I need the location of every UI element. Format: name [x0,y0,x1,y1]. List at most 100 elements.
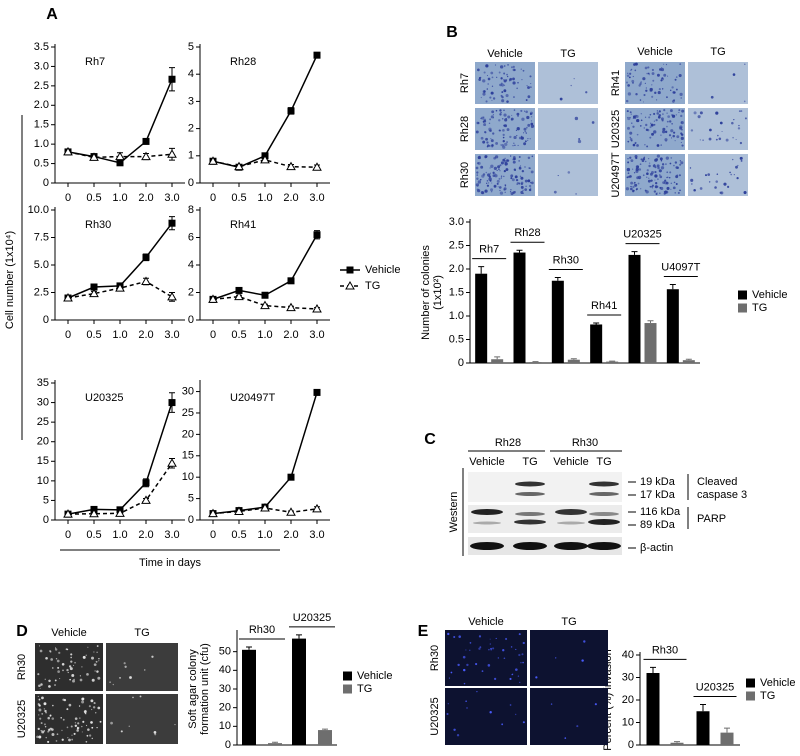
image-speck [97,706,101,710]
image-speck [503,84,506,86]
image-speck [61,738,64,741]
image [445,630,527,686]
legend-label: TG [365,280,380,292]
image-speck [497,165,501,169]
category-label: U20325 [623,229,662,241]
image-speck [476,162,480,165]
image-speck [642,174,645,177]
image-speck [88,734,92,737]
row-label: Rh30 [16,654,28,680]
data-point [260,300,270,310]
image-speck [633,63,636,66]
image-speck [629,72,632,75]
image-speck [493,677,497,680]
panel-letter: E [418,623,429,640]
image-speck [656,112,659,115]
lane-label: TG [596,456,611,468]
y-tick-label: 2.0 [34,99,49,111]
category-label: Rh30 [553,254,579,266]
image-speck [81,731,83,733]
image-speck [92,706,96,709]
image-speck [675,166,679,170]
x-tick-label: 2.0 [283,192,298,204]
image-speck [646,172,649,175]
image-speck [727,185,730,188]
image-speck [485,171,488,174]
image-speck [95,712,97,714]
image-speck [627,72,629,74]
image-speck [484,189,488,193]
legend-swatch [343,684,352,694]
image-speck [112,683,115,686]
image-speck [488,122,491,125]
image-speck [62,669,64,672]
image-speck [514,169,516,172]
image-speck [730,173,732,176]
image-speck [489,643,492,645]
image-speck [466,707,468,709]
image-speck [529,86,532,89]
image-speck [663,109,666,112]
image-speck [674,78,677,81]
y-tick-label: 20 [182,428,194,440]
y-tick-label: 30 [37,396,49,408]
data-point [208,508,218,518]
image-speck [489,638,491,640]
image-speck [50,727,52,730]
data-point [141,276,151,285]
image-speck [654,91,657,95]
image-speck [647,72,650,75]
image-speck [670,157,673,159]
row-label: U20325 [429,697,441,736]
image-speck [492,132,495,135]
axis-label: Soft agar colony [187,649,199,729]
y-tick-label: 1.5 [449,286,464,298]
bar [628,254,641,363]
image-speck [528,184,532,188]
x-tick-label: 0.5 [231,529,246,541]
image-speck [649,89,653,93]
image [530,630,608,686]
x-tick-label: 0 [210,329,216,341]
image-speck [503,124,506,127]
y-tick-label: 5.0 [34,259,49,271]
image-speck [47,716,50,720]
y-tick-label: 40 [622,649,634,661]
panel-letter: D [16,623,28,640]
image-speck [490,139,494,143]
image-speck [486,75,488,77]
image-speck [490,188,494,192]
image-speck [91,656,94,660]
image-speck [505,168,509,172]
image-speck [646,72,648,75]
image-speck [504,157,506,160]
image-speck [655,99,658,101]
image-speck [651,84,653,86]
image-speck [639,125,642,127]
column-header: TG [710,46,725,58]
image-speck [677,191,680,194]
image-speck [517,675,520,677]
image-speck [636,133,639,136]
image-speck [669,171,672,174]
image-speck [640,119,643,122]
image-speck [518,155,521,158]
image-speck [500,144,502,146]
image-speck [645,160,647,163]
image-speck [667,75,669,77]
image-speck [48,728,51,730]
protein-label: β-actin [640,542,673,554]
image-speck [154,733,157,736]
image-speck [504,191,506,194]
legend-swatch [746,691,755,701]
row-label: Rh28 [459,116,471,142]
image-speck [55,740,58,742]
image-speck [530,170,534,174]
image-speck [629,111,632,114]
legend-marker [346,266,354,274]
image-speck [658,110,661,113]
y-tick-label: 0.5 [449,333,464,345]
image-speck [486,141,489,144]
image-speck [480,165,484,169]
image-speck [486,180,489,182]
